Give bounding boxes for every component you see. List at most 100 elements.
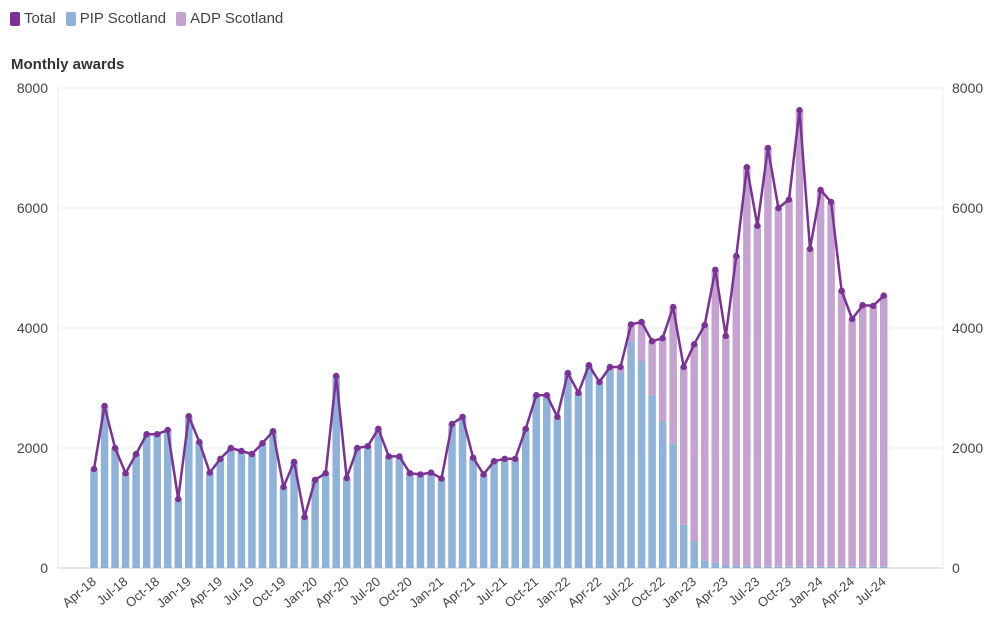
total-point bbox=[575, 389, 582, 396]
bar-pip bbox=[553, 416, 562, 568]
total-line bbox=[90, 107, 887, 521]
bar-pip bbox=[374, 428, 383, 568]
x-tick-label: Apr-22 bbox=[565, 574, 605, 611]
chart-title: Monthly awards bbox=[11, 56, 125, 73]
bar-pip bbox=[437, 478, 446, 568]
total-point bbox=[796, 107, 803, 114]
total-point bbox=[427, 469, 435, 476]
total-point bbox=[870, 302, 877, 309]
x-tick-label: Jan-21 bbox=[406, 574, 446, 611]
bar-pip bbox=[290, 461, 298, 568]
bar-pip bbox=[427, 472, 435, 568]
y-tick-right: 6000 bbox=[952, 200, 983, 216]
bar-pip bbox=[679, 524, 688, 568]
bar-pip bbox=[585, 365, 593, 568]
bar-adp bbox=[700, 325, 709, 561]
bar-adp bbox=[869, 305, 877, 567]
total-point bbox=[785, 196, 793, 203]
x-tick-label: Apr-19 bbox=[186, 574, 226, 611]
total-point bbox=[848, 315, 856, 323]
bar-pip bbox=[521, 428, 530, 568]
y-tick-right: 8000 bbox=[952, 80, 983, 96]
bar-adp bbox=[690, 344, 698, 541]
bar-adp bbox=[753, 225, 762, 567]
bar-pip bbox=[806, 566, 814, 568]
bar-pip bbox=[858, 566, 867, 568]
y-tick-left: 6000 bbox=[17, 200, 48, 216]
total-point bbox=[827, 198, 835, 206]
x-tick-label: Jan-22 bbox=[533, 574, 573, 611]
bar-pip bbox=[511, 458, 519, 568]
x-tick-label: Oct-22 bbox=[628, 574, 668, 611]
legend-label-total: Total bbox=[24, 10, 56, 27]
bar-pip bbox=[774, 566, 783, 568]
bar-pip bbox=[827, 566, 835, 568]
total-point bbox=[196, 438, 203, 446]
bar-pip bbox=[342, 478, 351, 568]
total-point bbox=[733, 252, 740, 260]
total-point bbox=[701, 321, 708, 329]
bar-pip bbox=[648, 395, 656, 568]
total-point bbox=[691, 341, 698, 348]
total-point bbox=[722, 332, 729, 339]
total-point bbox=[206, 469, 214, 476]
total-point bbox=[396, 453, 403, 460]
total-point bbox=[648, 338, 656, 345]
bar-pip bbox=[816, 566, 825, 568]
legend-item-total[interactable]: Total bbox=[10, 10, 56, 27]
bar-pip bbox=[732, 565, 741, 568]
total-point bbox=[490, 458, 498, 465]
bar-adp bbox=[732, 256, 741, 566]
bar-pip bbox=[543, 395, 551, 568]
bar-pip bbox=[743, 566, 751, 568]
bar-pip bbox=[490, 461, 498, 568]
total-point bbox=[743, 164, 751, 171]
bar-pip bbox=[132, 454, 140, 568]
total-point bbox=[375, 425, 382, 432]
bar-pip bbox=[837, 566, 846, 568]
x-tick-label: Apr-24 bbox=[818, 574, 858, 611]
legend-item-adp[interactable]: ADP Scotland bbox=[176, 10, 283, 27]
total-point bbox=[153, 431, 161, 438]
legend-label-adp: ADP Scotland bbox=[190, 10, 284, 27]
bar-pip bbox=[880, 566, 888, 568]
total-point bbox=[311, 476, 319, 483]
legend-item-pip[interactable]: PIP Scotland bbox=[65, 10, 166, 27]
bar-adp bbox=[816, 190, 825, 567]
bar-pip bbox=[795, 566, 804, 568]
bar-adp bbox=[722, 335, 730, 565]
total-point bbox=[301, 513, 308, 521]
bar-pip bbox=[195, 442, 204, 568]
grid bbox=[57, 87, 944, 569]
bar-pip bbox=[458, 416, 467, 568]
total-point bbox=[638, 318, 645, 326]
bar-pip bbox=[300, 517, 309, 568]
x-tick-label: Apr-23 bbox=[691, 574, 731, 611]
total-point bbox=[459, 413, 466, 420]
total-point bbox=[806, 245, 814, 252]
y-tick-left: 4000 bbox=[17, 320, 48, 336]
y-tick-left: 0 bbox=[40, 560, 48, 576]
total-point bbox=[501, 455, 508, 462]
x-tick-label: Jan-19 bbox=[154, 574, 194, 611]
x-tick-label: Oct-19 bbox=[249, 574, 289, 611]
bar-pip bbox=[469, 457, 477, 568]
bar-pip bbox=[406, 473, 414, 568]
total-point bbox=[438, 475, 445, 482]
bar-pip bbox=[395, 456, 404, 568]
bar-adp bbox=[858, 305, 867, 567]
x-tick-label: Apr-20 bbox=[312, 574, 352, 611]
bar-pip bbox=[658, 421, 667, 568]
bar-adp bbox=[637, 322, 646, 361]
legend-swatch-total bbox=[10, 11, 20, 26]
bar-adp bbox=[648, 341, 656, 396]
bar-pip bbox=[174, 499, 182, 568]
x-tick-label: Oct-20 bbox=[375, 574, 415, 611]
bar-pip bbox=[237, 451, 246, 568]
total-point bbox=[585, 362, 593, 369]
bar-pip bbox=[848, 566, 856, 568]
x-tick-label: Jan-23 bbox=[659, 574, 699, 611]
legend: Total PIP Scotland ADP Scotland bbox=[10, 10, 283, 27]
bar-pip bbox=[206, 472, 214, 568]
